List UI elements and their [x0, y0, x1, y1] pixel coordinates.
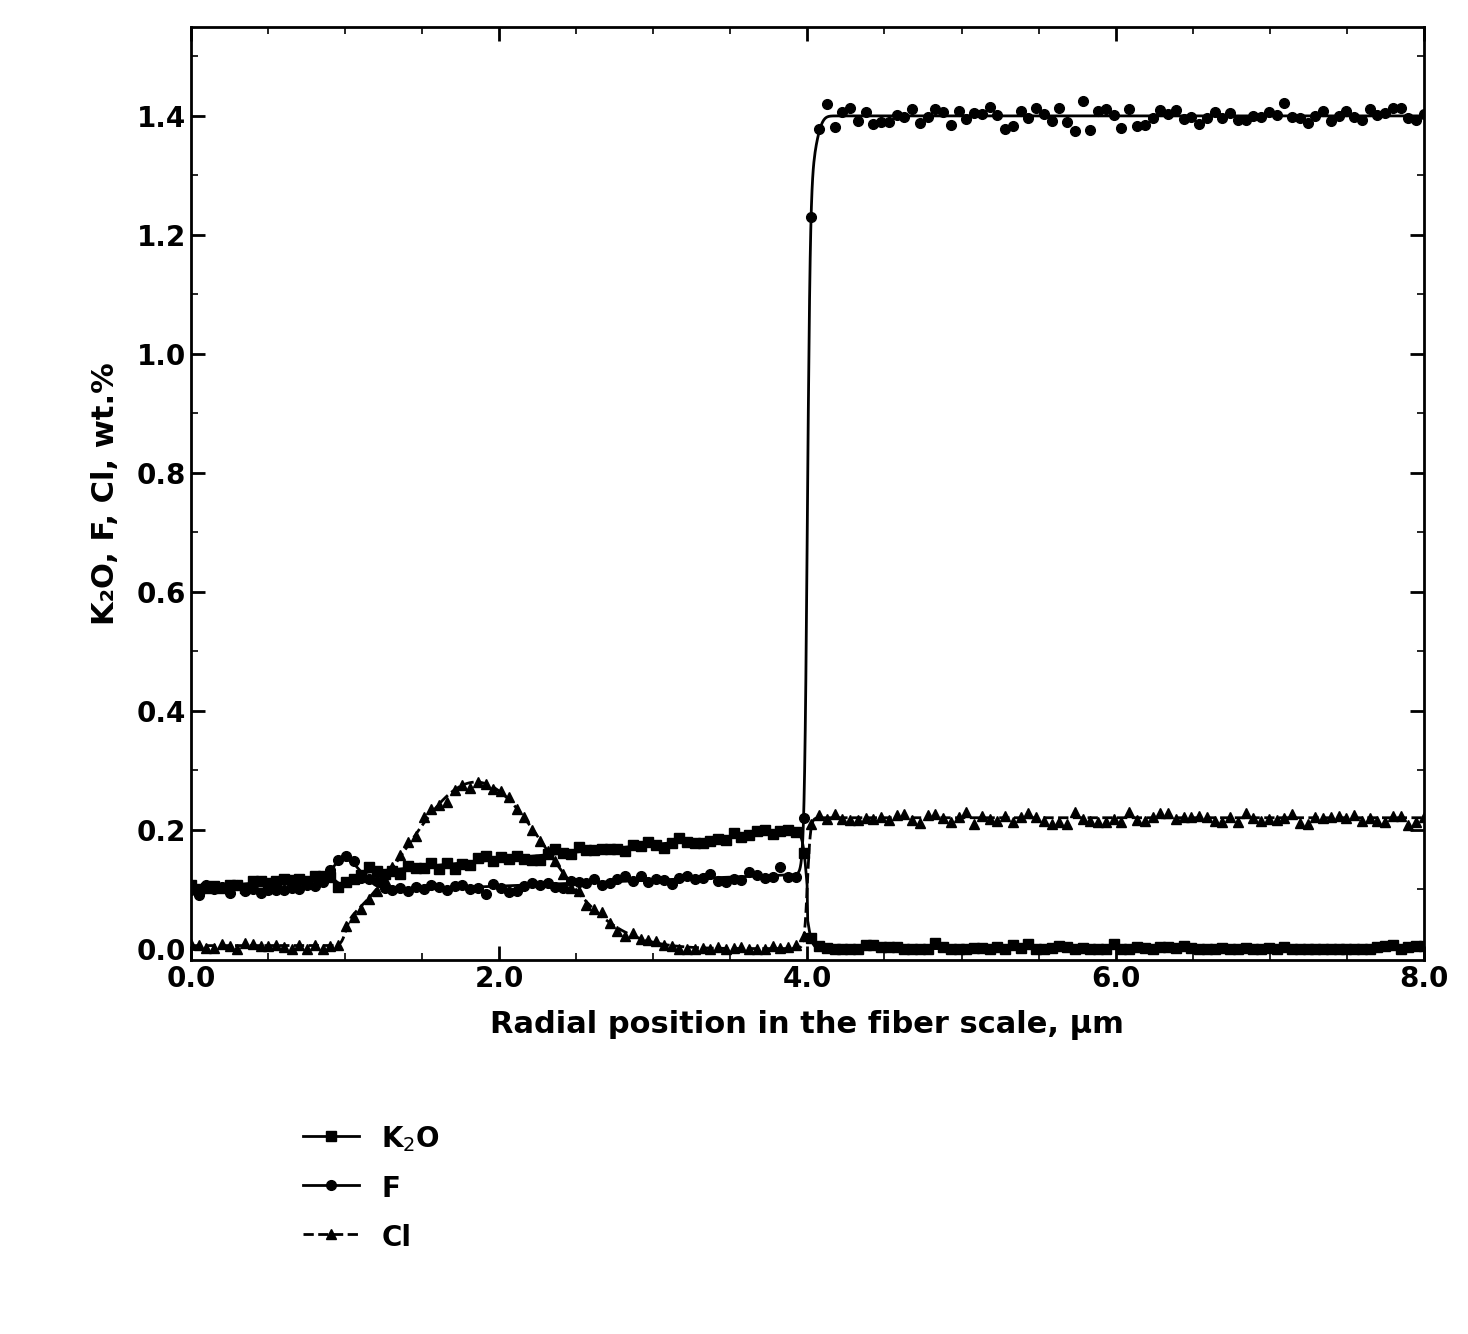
Legend: K$_2$O, F, Cl: K$_2$O, F, Cl	[304, 1123, 440, 1253]
X-axis label: Radial position in the fiber scale, μm: Radial position in the fiber scale, μm	[490, 1010, 1124, 1041]
Y-axis label: K₂O, F, Cl, wt.%: K₂O, F, Cl, wt.%	[91, 363, 120, 624]
